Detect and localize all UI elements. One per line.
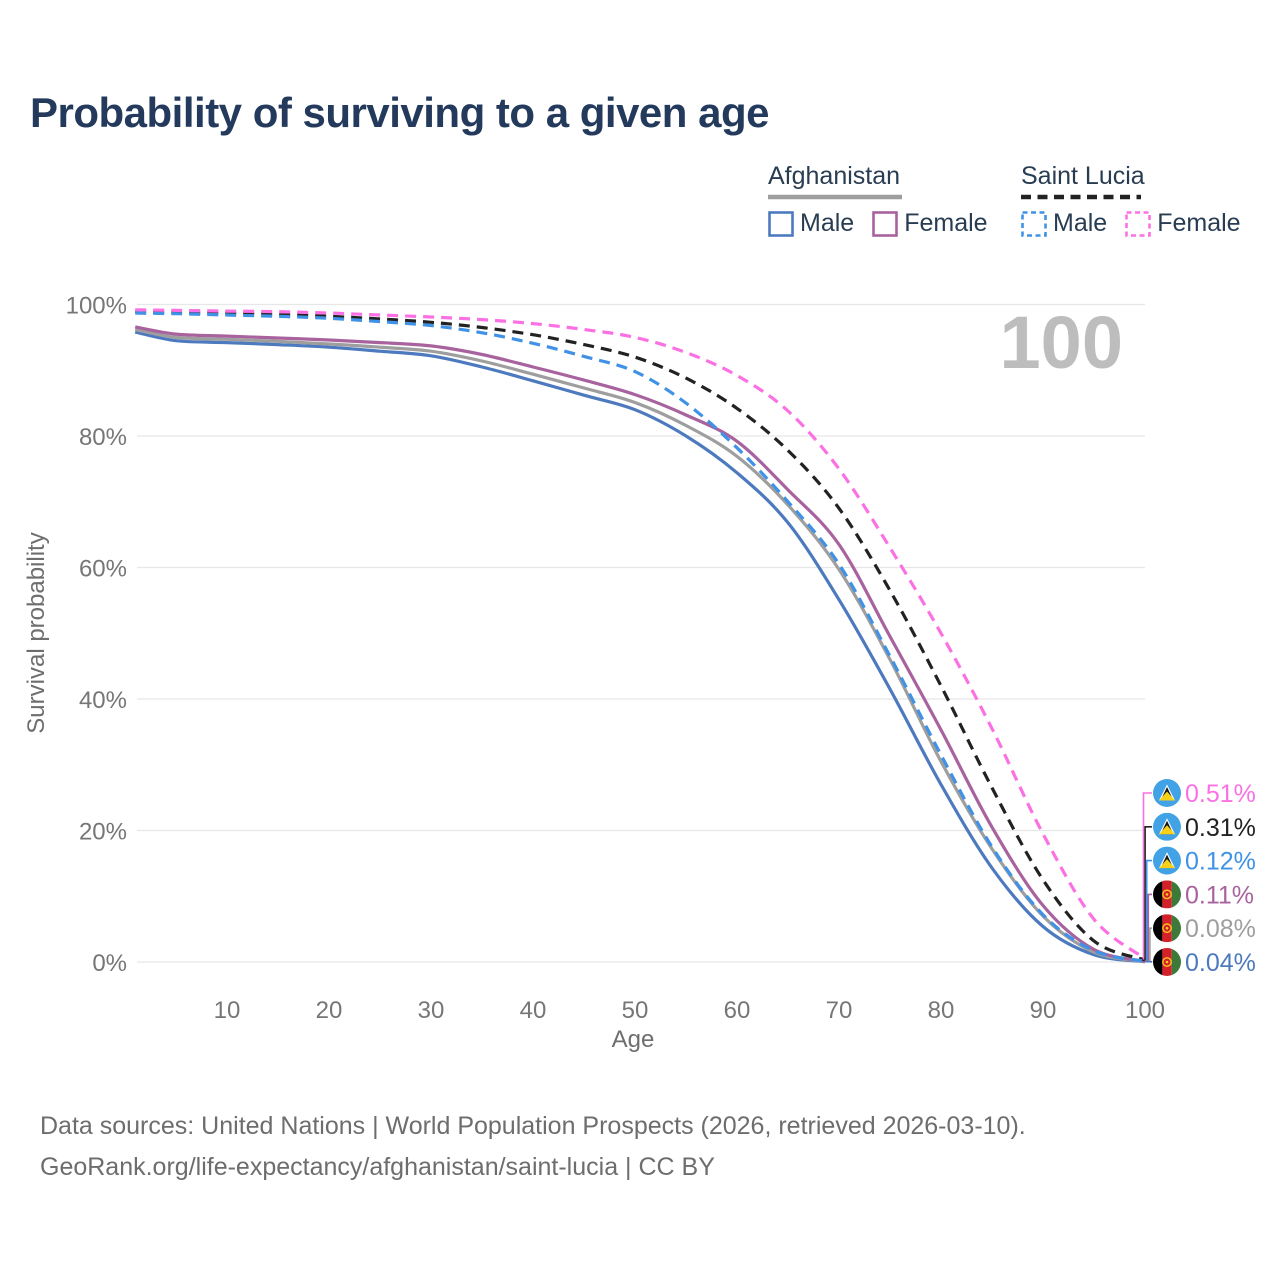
curve-saint-lucia-both-sexes — [135, 310, 1146, 962]
legend-group-saint-lucia: Saint Lucia Male Female — [1021, 161, 1259, 238]
curve-afghanistan-both-sexes — [134, 327, 1146, 964]
y-tick-label: 20% — [79, 819, 127, 846]
legend-item-saint-lucia-female[interactable]: Female — [1125, 209, 1241, 238]
curve-afghanistan-male — [134, 330, 1146, 964]
afghanistan-flag-icon — [1153, 880, 1181, 908]
footer-data-sources: Data sources: United Nations | World Pop… — [40, 1112, 1026, 1140]
end-label-connector-saint-lucia-both-sexes — [1144, 825, 1152, 961]
legend-label-male: Male — [800, 209, 855, 237]
end-label-value-saint-lucia-female: 0.51% — [1185, 780, 1256, 808]
saint-lucia-male-swatch-icon — [1021, 210, 1047, 237]
x-tick-label: 80 — [928, 997, 955, 1024]
legend-item-afghanistan-female[interactable]: Female — [872, 209, 988, 238]
y-tick-label: 0% — [92, 950, 127, 977]
saint-lucia-flag-icon — [1153, 847, 1181, 875]
page-title: Probability of surviving to a given age — [30, 89, 769, 136]
x-tick-label: 60 — [724, 997, 751, 1024]
legend-items-saint-lucia: Male Female — [1021, 209, 1259, 238]
legend-item-saint-lucia-male[interactable]: Male — [1021, 209, 1107, 238]
end-label-value-saint-lucia-male: 0.12% — [1185, 848, 1256, 876]
curve-end-labels: 0.51% 0.31% 0.12% 0.11% 0.08% 0.04% — [1142, 779, 1256, 977]
curve-saint-lucia-female — [135, 308, 1146, 960]
afghanistan-male-swatch-rect — [768, 210, 794, 237]
legend-items-afghanistan: Male Female — [768, 209, 1006, 238]
afghanistan-flag-icon — [1153, 914, 1181, 942]
x-tick-label: 10 — [214, 997, 241, 1024]
saint-lucia-female-swatch-rect — [1125, 210, 1151, 237]
x-tick-label: 20 — [316, 997, 343, 1024]
survival-chart: 100 0% 20% 40% 60% 80% 100% 10 20 30 40 50 60 70 80 9… — [23, 293, 1256, 1054]
saint-lucia-male-swatch-rect — [1021, 210, 1047, 237]
end-label-value-saint-lucia-both-sexes: 0.31% — [1185, 814, 1256, 842]
afghanistan-female-swatch-icon — [872, 210, 898, 237]
y-tick-label: 60% — [79, 556, 127, 583]
legend-label-female: Female — [1157, 209, 1241, 237]
age-counter-watermark: 100 — [1000, 301, 1123, 384]
x-tick-label: 50 — [622, 997, 649, 1024]
legend-label-male: Male — [1053, 209, 1108, 237]
saint-lucia-flag-icon — [1153, 779, 1181, 807]
curve-afghanistan-female — [134, 325, 1146, 963]
y-tick-label: 80% — [79, 424, 127, 451]
afghanistan-male-swatch-icon — [768, 210, 794, 237]
y-tick-label: 40% — [79, 687, 127, 714]
end-label-connector-saint-lucia-female — [1142, 792, 1152, 960]
x-tick-label: 40 — [520, 997, 547, 1024]
x-axis-title: Age — [612, 1026, 655, 1053]
y-axis-tick-labels: 0% 20% 40% 60% 80% 100% — [66, 293, 127, 978]
y-axis-title: Survival probability — [23, 532, 50, 733]
saint-lucia-female-swatch-icon — [1125, 210, 1151, 237]
legend-item-afghanistan-male[interactable]: Male — [768, 209, 854, 238]
afghanistan-female-swatch-rect — [872, 210, 898, 237]
legend-country-label-afghanistan: Afghanistan — [768, 162, 901, 190]
survival-curves — [134, 308, 1146, 964]
curve-saint-lucia-male — [135, 311, 1146, 963]
x-tick-label: 30 — [418, 997, 445, 1024]
legend-country-saint-lucia: Saint Lucia — [1021, 161, 1259, 200]
footer-link[interactable]: GeoRank.org/life-expectancy/afghanistan/… — [40, 1153, 715, 1181]
saint-lucia-line-sample-icon — [1021, 194, 1141, 200]
x-tick-label: 90 — [1030, 997, 1057, 1024]
x-axis-tick-labels: 10 20 30 40 50 60 70 80 90 100 — [214, 997, 1165, 1024]
saint-lucia-flag-icon — [1153, 813, 1181, 841]
afghanistan-line-sample-icon — [768, 194, 902, 200]
y-tick-label: 100% — [66, 293, 127, 320]
x-tick-label: 100 — [1125, 997, 1165, 1024]
end-label-value-afghanistan-both-sexes: 0.08% — [1185, 915, 1256, 943]
legend-group-afghanistan: Afghanistan Male Female — [768, 161, 1006, 238]
end-label-value-afghanistan-female: 0.11% — [1185, 881, 1254, 909]
legend-country-afghanistan: Afghanistan — [768, 161, 1006, 200]
end-label-value-afghanistan-male: 0.04% — [1185, 949, 1256, 977]
legend-country-label-saint-lucia: Saint Lucia — [1021, 162, 1145, 190]
legend-label-female: Female — [904, 209, 988, 237]
x-tick-label: 70 — [826, 997, 853, 1024]
afghanistan-flag-icon — [1153, 948, 1181, 976]
